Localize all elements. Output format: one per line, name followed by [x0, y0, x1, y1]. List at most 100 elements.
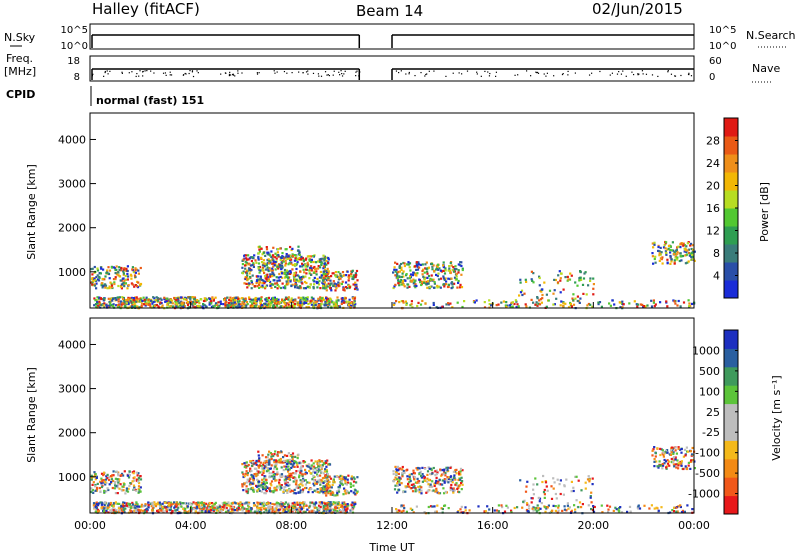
echo-cell — [167, 508, 170, 511]
nave-dot — [609, 74, 611, 76]
echo-cell — [454, 265, 457, 268]
echo-cell — [335, 300, 338, 303]
echo-cell — [394, 270, 397, 273]
echo-cell — [517, 305, 520, 308]
echo-cell — [240, 303, 243, 306]
echo-cell — [171, 305, 175, 308]
echo-cell — [422, 268, 425, 271]
echo-cell — [243, 299, 246, 302]
echo-cell — [285, 280, 288, 283]
echo-cell — [159, 503, 162, 506]
echo-cell — [231, 506, 235, 509]
echo-cell — [286, 462, 289, 466]
echo-cell — [256, 489, 259, 492]
echo-cell — [272, 304, 275, 307]
echo-cell — [277, 502, 280, 505]
echo-cell — [281, 298, 284, 301]
nave-dot — [286, 72, 288, 74]
echo-cell — [464, 506, 467, 509]
echo-cell — [151, 509, 154, 512]
echo-cell — [434, 474, 437, 477]
nave-dot — [637, 74, 639, 76]
echo-cell — [133, 506, 136, 509]
echo-cell — [308, 469, 311, 473]
echo-cell — [452, 487, 455, 490]
echo-cell — [353, 492, 356, 495]
echo-cell — [318, 303, 321, 307]
echo-cell — [433, 505, 436, 508]
echo-cell — [311, 478, 314, 481]
echo-cell — [396, 484, 399, 487]
echo-cell — [297, 491, 300, 494]
echo-cell — [671, 509, 674, 512]
echo-cell — [110, 510, 113, 513]
echo-cell — [576, 299, 579, 303]
echo-cell — [245, 300, 249, 304]
echo-cell — [669, 255, 672, 258]
nave-dot — [104, 70, 106, 73]
echo-cell — [459, 473, 462, 476]
echo-cell — [526, 503, 529, 506]
echo-cell — [350, 490, 353, 493]
echo-cell — [114, 278, 117, 281]
echo-cell — [354, 501, 357, 504]
echo-cell — [287, 482, 290, 485]
echo-cell — [306, 265, 309, 268]
echo-cell — [435, 469, 438, 472]
echo-cell — [327, 258, 330, 261]
echo-cell — [312, 502, 315, 505]
echo-cell — [438, 478, 441, 481]
echo-cell — [294, 274, 297, 277]
echo-cell — [350, 304, 353, 308]
echo-cell — [325, 256, 328, 259]
echo-cell — [322, 506, 325, 509]
echo-cell — [258, 489, 262, 492]
echo-cell — [440, 473, 444, 476]
echo-cell — [563, 505, 566, 508]
nave-dot — [517, 74, 519, 76]
echo-cell — [135, 478, 138, 481]
echo-cell — [159, 507, 162, 510]
echo-cell — [201, 511, 204, 514]
echo-cell — [319, 474, 322, 477]
echo-cell — [123, 285, 126, 288]
nave-dot — [338, 71, 340, 73]
echo-cell — [263, 282, 266, 285]
echo-cell — [566, 502, 569, 505]
echo-cell — [122, 504, 125, 508]
nave-dot — [128, 72, 130, 74]
echo-cell — [299, 462, 302, 465]
echo-cell — [327, 277, 330, 280]
echo-cell — [97, 510, 100, 513]
echo-cell — [426, 477, 429, 480]
echo-cell — [278, 285, 281, 288]
echo-cell — [123, 501, 126, 504]
echo-cell — [287, 303, 290, 306]
echo-cell — [455, 268, 458, 271]
echo-cell — [241, 306, 244, 309]
echo-cell — [343, 502, 346, 505]
echo-cell — [158, 302, 162, 305]
echo-cell — [356, 476, 359, 479]
echo-cell — [666, 449, 669, 452]
echo-cell — [521, 506, 524, 509]
echo-cell — [230, 502, 233, 505]
nave-dot — [307, 73, 309, 75]
echo-cell — [140, 304, 143, 307]
echo-cell — [257, 465, 260, 468]
echo-cell — [314, 460, 317, 463]
echo-cell — [139, 478, 143, 481]
echo-cell — [570, 274, 573, 277]
echo-cell — [157, 503, 160, 506]
echo-cell — [131, 305, 135, 308]
echo-cell — [323, 287, 327, 290]
echo-cell — [294, 299, 297, 302]
echo-cell — [530, 501, 533, 504]
echo-cell — [408, 475, 411, 478]
echo-cell — [100, 284, 103, 287]
echo-cell — [247, 254, 250, 257]
echo-cell — [282, 490, 285, 493]
echo-cell — [325, 468, 328, 472]
echo-cell — [675, 466, 678, 469]
echo-cell — [691, 453, 694, 456]
